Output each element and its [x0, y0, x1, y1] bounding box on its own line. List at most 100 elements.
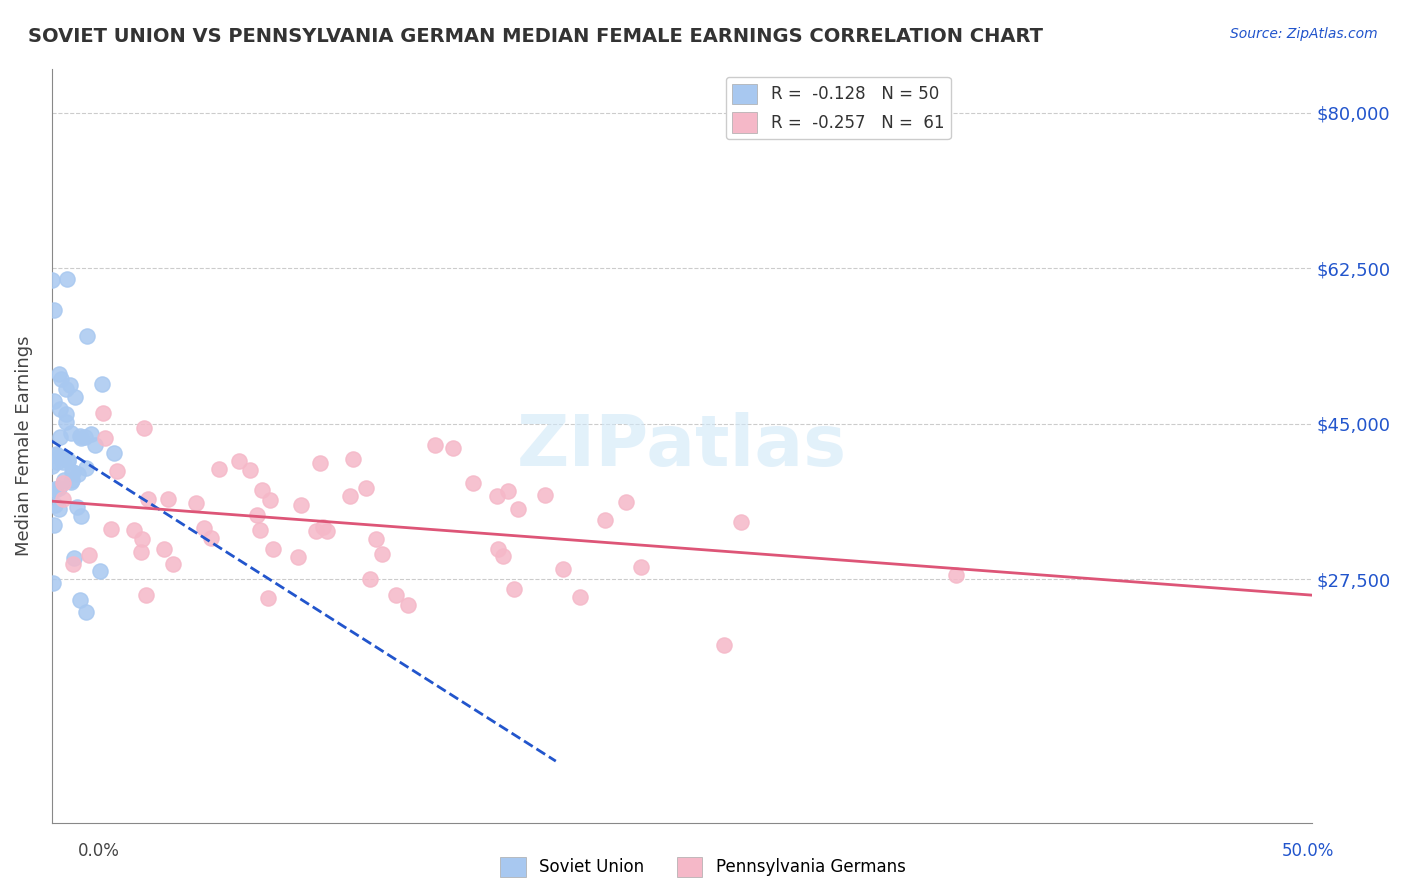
Point — [73, 430, 96, 444]
Point — [69, 593, 91, 607]
Point — [42, 393, 65, 408]
Point — [309, 456, 332, 470]
Point — [305, 524, 328, 538]
Point — [59, 378, 82, 392]
Point — [44, 483, 66, 497]
Point — [461, 476, 484, 491]
Point — [713, 638, 735, 652]
Point — [60, 465, 83, 479]
Point — [316, 524, 339, 539]
Point — [42, 518, 65, 533]
Point — [366, 533, 388, 547]
Point — [77, 548, 100, 562]
Point — [76, 329, 98, 343]
Point — [69, 431, 91, 445]
Y-axis label: Median Female Earnings: Median Female Earnings — [15, 335, 32, 557]
Point — [75, 461, 97, 475]
Point — [356, 481, 378, 495]
Point — [52, 491, 75, 506]
Point — [945, 568, 967, 582]
Point — [359, 572, 381, 586]
Point — [134, 421, 156, 435]
Point — [312, 520, 335, 534]
Point — [259, 492, 281, 507]
Point — [94, 431, 117, 445]
Point — [257, 591, 280, 606]
Point — [371, 547, 394, 561]
Point — [41, 458, 63, 473]
Point — [593, 513, 616, 527]
Point — [45, 448, 67, 462]
Point — [55, 415, 77, 429]
Point — [135, 589, 157, 603]
Point — [339, 489, 361, 503]
Point — [75, 605, 97, 619]
Point — [508, 501, 530, 516]
Point — [55, 382, 77, 396]
Point — [496, 483, 519, 498]
Point — [91, 406, 114, 420]
Text: Source: ZipAtlas.com: Source: ZipAtlas.com — [1230, 27, 1378, 41]
Point — [730, 516, 752, 530]
Point — [156, 492, 179, 507]
Point — [136, 491, 159, 506]
Legend: Soviet Union, Pennsylvania Germans: Soviet Union, Pennsylvania Germans — [494, 850, 912, 884]
Point — [52, 473, 75, 487]
Point — [44, 303, 66, 318]
Point — [385, 588, 408, 602]
Point — [44, 498, 66, 512]
Point — [249, 523, 271, 537]
Point — [62, 557, 84, 571]
Point — [502, 582, 524, 596]
Point — [56, 452, 79, 467]
Point — [208, 462, 231, 476]
Point — [124, 524, 146, 538]
Point — [48, 367, 70, 381]
Point — [569, 590, 592, 604]
Point — [614, 495, 637, 509]
Point — [100, 522, 122, 536]
Point — [55, 407, 77, 421]
Point — [66, 500, 89, 515]
Point — [250, 483, 273, 497]
Point — [129, 545, 152, 559]
Point — [89, 564, 111, 578]
Point — [48, 401, 70, 416]
Point — [60, 473, 83, 487]
Point — [287, 549, 309, 564]
Point — [62, 465, 84, 479]
Point — [41, 575, 63, 590]
Point — [70, 508, 93, 523]
Point — [131, 533, 153, 547]
Point — [228, 454, 250, 468]
Point — [55, 272, 77, 286]
Text: SOVIET UNION VS PENNSYLVANIA GERMAN MEDIAN FEMALE EARNINGS CORRELATION CHART: SOVIET UNION VS PENNSYLVANIA GERMAN MEDI… — [28, 27, 1043, 45]
Point — [162, 558, 184, 572]
Point — [262, 542, 284, 557]
Point — [56, 453, 79, 467]
Point — [45, 446, 67, 460]
Point — [69, 429, 91, 443]
Point — [396, 598, 419, 612]
Point — [48, 502, 70, 516]
Point — [80, 426, 103, 441]
Point — [44, 482, 66, 496]
Point — [485, 489, 508, 503]
Point — [246, 508, 269, 523]
Point — [48, 481, 70, 495]
Point — [105, 464, 128, 478]
Text: ZIPatlas: ZIPatlas — [517, 411, 846, 481]
Legend: R =  -0.128   N = 50, R =  -0.257   N =  61: R = -0.128 N = 50, R = -0.257 N = 61 — [725, 77, 950, 139]
Point — [84, 438, 107, 452]
Point — [49, 430, 72, 444]
Point — [492, 549, 515, 563]
Point — [193, 521, 215, 535]
Point — [184, 496, 207, 510]
Point — [290, 499, 312, 513]
Point — [52, 455, 75, 469]
Point — [63, 390, 86, 404]
Point — [52, 475, 75, 490]
Point — [553, 562, 575, 576]
Point — [45, 455, 67, 469]
Point — [239, 463, 262, 477]
